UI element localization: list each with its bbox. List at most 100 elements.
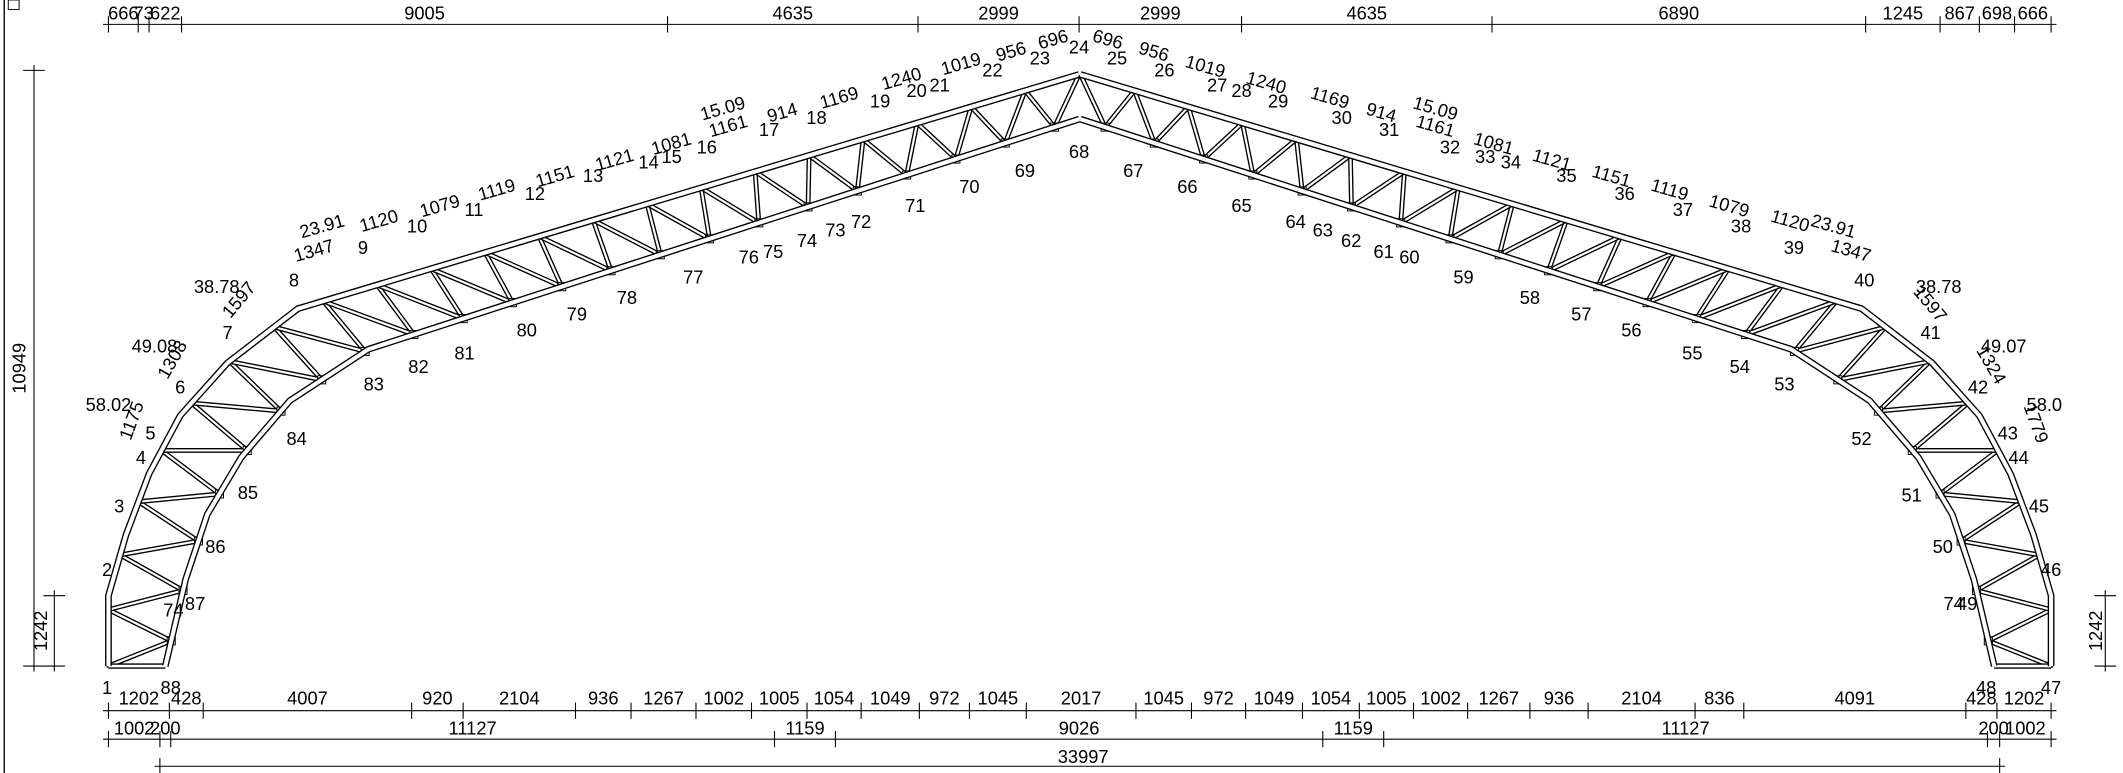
node-number: 74 xyxy=(797,230,817,251)
top-chord-inner xyxy=(106,72,1080,667)
dimension-label: 1202 xyxy=(119,688,160,709)
dimension-label: 972 xyxy=(1203,688,1233,709)
node-number: 88 xyxy=(161,677,181,698)
angle-label: 58.02 xyxy=(86,394,132,415)
node-number: 30 xyxy=(1332,107,1352,128)
dimension-label: 200 xyxy=(1978,718,2008,739)
node-number: 70 xyxy=(959,176,979,197)
node-number: 73 xyxy=(825,219,845,240)
dimension-label: 2104 xyxy=(499,688,540,709)
node-number: 71 xyxy=(905,195,925,216)
dimension-label: 2104 xyxy=(1621,688,1662,709)
dimension-label: 1002 xyxy=(2005,718,2046,739)
dimension-label: 1005 xyxy=(759,688,800,709)
node-number: 36 xyxy=(1615,183,1635,204)
dimension-label: 622 xyxy=(150,3,180,24)
node-number: 59 xyxy=(1453,267,1473,288)
node-number: 26 xyxy=(1154,60,1174,81)
dimension-label: 936 xyxy=(1544,688,1574,709)
dimension-label: 73 xyxy=(133,3,153,24)
corner-icon xyxy=(7,0,20,10)
dimension-label: 6890 xyxy=(1658,3,1699,24)
node-number: 61 xyxy=(1374,241,1394,262)
node-number: 49 xyxy=(1957,593,1977,614)
dimension-label: 867 xyxy=(1944,3,1974,24)
node-number: 48 xyxy=(1976,677,1996,698)
dimension-label: 666 xyxy=(108,3,138,24)
node-number: 54 xyxy=(1730,356,1750,377)
dimension-label: 1202 xyxy=(2004,688,2045,709)
node-number: 28 xyxy=(1231,80,1251,101)
node-number: 4 xyxy=(136,447,146,468)
node-number: 78 xyxy=(617,287,637,308)
node-number: 86 xyxy=(205,536,225,557)
node-number: 42 xyxy=(1968,376,1988,397)
node-number: 45 xyxy=(2029,495,2049,516)
node-number: 46 xyxy=(2041,559,2061,580)
node-number: 9 xyxy=(358,237,368,258)
dimension-label: 1242 xyxy=(30,611,51,652)
node-number: 57 xyxy=(1571,303,1591,324)
node-number: 11 xyxy=(464,199,483,220)
node-number: 3 xyxy=(114,495,124,516)
node-number: 44 xyxy=(2008,447,2028,468)
dimension-label: 1002 xyxy=(703,688,744,709)
node-number: 50 xyxy=(1933,536,1953,557)
dimension-label: 1002 xyxy=(1420,688,1461,709)
node-number: 84 xyxy=(286,428,306,449)
dimension-label: 1245 xyxy=(1883,3,1924,24)
node-number: 25 xyxy=(1107,47,1127,68)
node-number: 67 xyxy=(1123,160,1143,181)
angle-label: 38.78 xyxy=(194,276,240,297)
dimension-label: 200 xyxy=(150,718,180,739)
node-number: 56 xyxy=(1621,320,1641,341)
node-number: 13 xyxy=(583,165,603,186)
angle-label: 74 xyxy=(163,600,183,621)
angle-label: 74 xyxy=(1943,593,1963,614)
node-number: 64 xyxy=(1286,211,1306,232)
node-number: 79 xyxy=(567,303,587,324)
node-number: 2 xyxy=(102,559,112,580)
node-number: 85 xyxy=(238,482,258,503)
node-number: 68 xyxy=(1069,141,1089,162)
node-number: 17 xyxy=(759,119,779,140)
node-number: 40 xyxy=(1854,269,1874,290)
node-number: 55 xyxy=(1682,343,1702,364)
node-number: 60 xyxy=(1399,246,1419,267)
dimension-label: 666 xyxy=(2018,3,2048,24)
node-number: 51 xyxy=(1902,485,1922,506)
node-number: 10 xyxy=(407,215,427,236)
dimension-label: 1242 xyxy=(2085,611,2106,652)
dimension-label: 936 xyxy=(588,688,618,709)
node-number: 83 xyxy=(364,374,384,395)
node-number: 15 xyxy=(661,146,681,167)
dimension-label: 4635 xyxy=(1346,3,1387,24)
dimension-label: 33997 xyxy=(1058,746,1109,767)
node-number: 75 xyxy=(763,241,783,262)
node-number: 62 xyxy=(1341,230,1361,251)
dimension-label: 920 xyxy=(422,688,452,709)
node-number: 20 xyxy=(906,80,926,101)
dimension-label: 4091 xyxy=(1834,688,1875,709)
dimension-label: 1045 xyxy=(1143,688,1184,709)
node-number: 16 xyxy=(697,137,717,158)
dimension-label: 428 xyxy=(1966,688,1996,709)
node-number: 24 xyxy=(1069,37,1089,58)
dimension-label: 9005 xyxy=(404,3,445,24)
node-number: 80 xyxy=(517,320,537,341)
angle-label: 58.0 xyxy=(2027,394,2063,415)
dimension-label: 2999 xyxy=(978,3,1019,24)
node-number: 65 xyxy=(1231,195,1251,216)
node-number: 23 xyxy=(1030,47,1050,68)
dimensions xyxy=(23,16,2117,773)
node-number: 8 xyxy=(289,269,299,290)
node-number: 14 xyxy=(638,152,658,173)
dimension-label: 1005 xyxy=(1366,688,1407,709)
dimension-label: 836 xyxy=(1704,688,1734,709)
truss xyxy=(105,71,2055,669)
dimension-label: 10949 xyxy=(8,343,29,394)
node-number: 18 xyxy=(806,107,826,128)
